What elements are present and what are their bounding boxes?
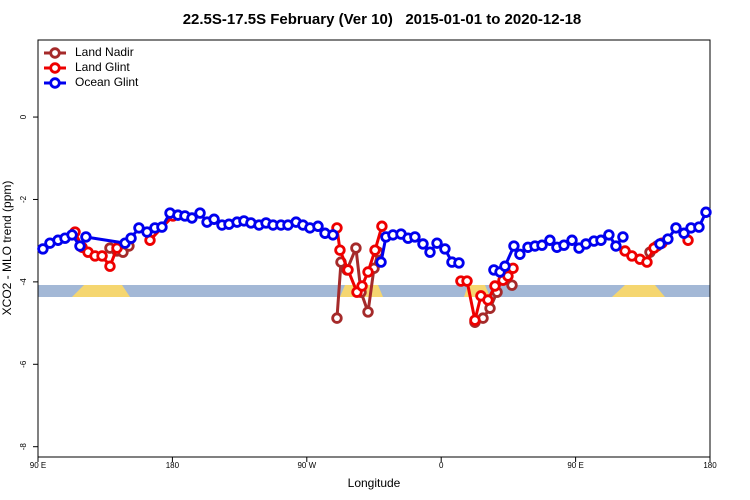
point [362,266,374,278]
point [693,221,705,233]
point [499,260,511,272]
point [362,306,374,318]
y-tick-label: -8 [19,443,28,451]
point [431,237,443,249]
point [375,256,387,268]
legend-marker [49,77,61,89]
point [74,240,86,252]
point [654,238,666,250]
point [96,250,108,262]
point [111,242,123,254]
point [312,220,324,232]
point [376,220,388,232]
point [536,239,548,251]
legend-label: Ocean Glint [75,75,139,89]
land-patch [72,285,130,297]
point [453,257,465,269]
point [439,243,451,255]
point [156,221,168,233]
point [417,238,429,250]
y-tick-label: -2 [19,195,28,203]
y-tick-label: 0 [19,114,28,119]
point [342,264,354,276]
point [700,206,712,218]
land-patch [612,285,665,297]
point [610,240,622,252]
point [331,312,343,324]
point [482,294,494,306]
legend-label: Land Glint [75,60,130,74]
legend-marker [49,47,61,59]
chart-title: 22.5S-17.5S February (Ver 10) 2015-01-01… [183,11,582,28]
x-tick-label: 90 E [567,461,583,470]
y-tick-label: -6 [19,360,28,368]
point [544,234,556,246]
point [469,314,481,326]
point [409,231,421,243]
point [350,242,362,254]
point [356,280,368,292]
point [558,239,570,251]
point [186,212,198,224]
y-tick-label: -4 [19,278,28,286]
point [125,232,137,244]
point [334,244,346,256]
point [369,244,381,256]
point [506,279,518,291]
point [678,227,690,239]
point [641,256,653,268]
point [595,234,607,246]
point [327,229,339,241]
point [461,275,473,287]
legend-label: Land Nadir [75,45,134,59]
point [514,248,526,260]
point [566,234,578,246]
point [37,243,49,255]
y-axis-label: XCO2 - MLO trend (ppm) [0,181,14,316]
point [80,231,92,243]
point [489,280,501,292]
point [66,229,78,241]
x-tick-label: 180 [166,461,180,470]
x-tick-label: 90 W [297,461,316,470]
point [508,240,520,252]
map-strip [38,285,710,297]
x-tick-label: 0 [439,461,444,470]
x-tick-label: 90 E [30,461,46,470]
point [208,213,220,225]
point [617,231,629,243]
x-axis-label: Longitude [348,476,401,490]
x-tick-label: 180 [703,461,717,470]
point [670,222,682,234]
point [104,260,116,272]
point [194,207,206,219]
point [603,229,615,241]
point [662,233,674,245]
point [424,246,436,258]
legend-marker [49,62,61,74]
